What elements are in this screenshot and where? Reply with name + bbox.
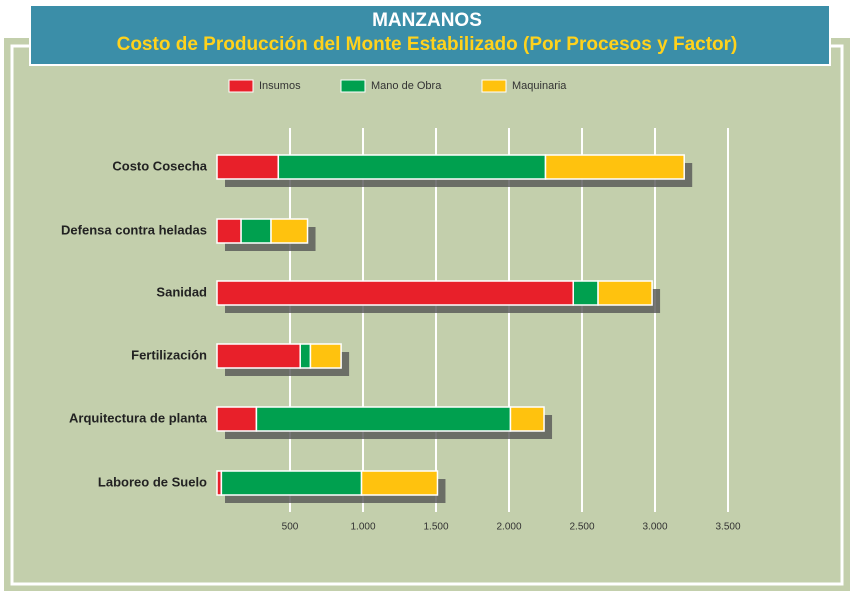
x-tick-label: 500 bbox=[282, 522, 299, 533]
x-tick-label: 2.000 bbox=[496, 522, 521, 533]
chart-title: MANZANOS bbox=[372, 10, 482, 31]
legend-label: Insumos bbox=[259, 80, 301, 92]
bar-segment bbox=[270, 218, 309, 244]
x-tick-label: 3.000 bbox=[642, 522, 667, 533]
y-tick-label: Fertilización bbox=[131, 347, 207, 362]
bar-segment bbox=[509, 406, 545, 432]
bar-segment bbox=[255, 406, 512, 432]
bar-segment bbox=[309, 343, 342, 369]
bar-segment bbox=[216, 406, 258, 432]
bar-segment bbox=[216, 280, 574, 306]
bar-segment bbox=[277, 154, 547, 180]
bar-segment bbox=[216, 343, 301, 369]
x-tick-label: 3.500 bbox=[715, 522, 740, 533]
x-tick-label: 1.000 bbox=[350, 522, 375, 533]
x-tick-label: 2.500 bbox=[569, 522, 594, 533]
y-tick-label: Defensa contra heladas bbox=[61, 222, 207, 237]
legend-label: Maquinaria bbox=[512, 80, 567, 92]
bar-segment bbox=[240, 218, 272, 244]
bar-segment bbox=[216, 218, 242, 244]
bar-segment bbox=[360, 470, 439, 496]
legend-swatch bbox=[481, 79, 507, 93]
legend-swatch bbox=[228, 79, 254, 93]
bar-segment bbox=[544, 154, 685, 180]
banner bbox=[29, 4, 831, 66]
bar-segment bbox=[572, 280, 599, 306]
legend-label: Mano de Obra bbox=[371, 80, 442, 92]
y-tick-label: Laboreo de Suelo bbox=[98, 474, 207, 489]
chart-subtitle: Costo de Producción del Monte Estabiliza… bbox=[117, 34, 738, 55]
bar-segment bbox=[597, 280, 653, 306]
bar-segment bbox=[216, 154, 280, 180]
y-tick-label: Sanidad bbox=[156, 284, 207, 299]
legend-swatch bbox=[340, 79, 366, 93]
bar-segment bbox=[220, 470, 363, 496]
y-tick-label: Arquitectura de planta bbox=[69, 410, 208, 425]
y-tick-label: Costo Cosecha bbox=[112, 158, 207, 173]
x-tick-label: 1.500 bbox=[423, 522, 448, 533]
bar-segment bbox=[299, 343, 312, 369]
